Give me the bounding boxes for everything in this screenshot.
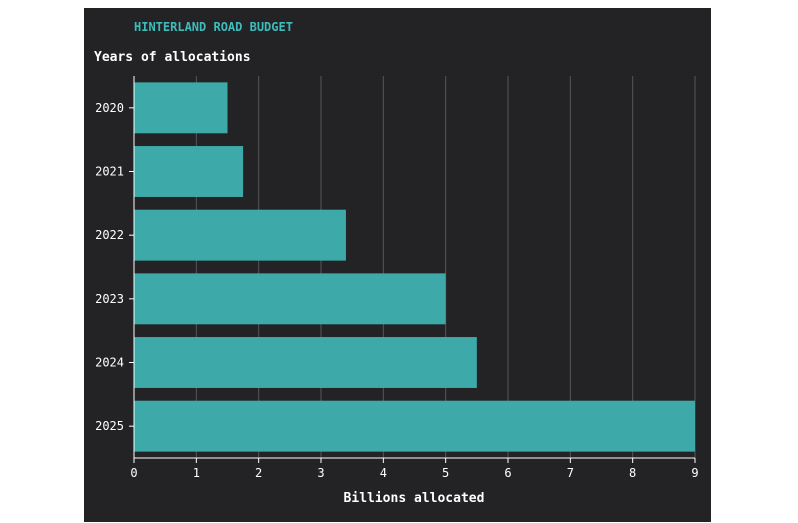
x-tick-label: 8 [629,466,636,480]
y-tick-label: 2024 [95,356,124,370]
y-tick-label: 2023 [95,292,124,306]
y-tick-label: 2020 [95,101,124,115]
bar-chart: HINTERLAND ROAD BUDGET Years of allocati… [94,20,699,506]
chart-panel: HINTERLAND ROAD BUDGET Years of allocati… [84,8,711,522]
axes [129,76,696,463]
bar [134,337,477,388]
x-tick-label: 0 [130,466,137,480]
x-axis-label: Billions allocated [344,491,485,506]
x-tick-label: 2 [255,466,262,480]
y-tick-labels: 2020 2021 2022 2023 2024 2025 [95,101,124,433]
x-tick-label: 1 [193,466,200,480]
bar [134,209,346,261]
y-axis-label: Years of allocations [94,50,251,65]
bar [134,400,695,452]
x-tick-label: 7 [567,466,574,480]
y-tick-label: 2025 [95,419,124,433]
bar [134,146,244,197]
x-tick-label: 6 [504,466,511,480]
gridlines [195,76,696,458]
y-tick-label: 2022 [95,228,124,242]
x-tick-label: 4 [380,466,387,480]
x-tick-label: 3 [317,466,324,480]
bars [134,82,695,452]
bar [134,273,446,325]
x-tick-labels: 0 1 2 3 4 5 6 7 8 9 [130,466,698,480]
x-tick-label: 5 [442,466,449,480]
chart-title: HINTERLAND ROAD BUDGET [134,20,293,34]
x-tick-label: 9 [691,466,698,480]
bar [134,82,228,134]
y-tick-label: 2021 [95,165,124,179]
